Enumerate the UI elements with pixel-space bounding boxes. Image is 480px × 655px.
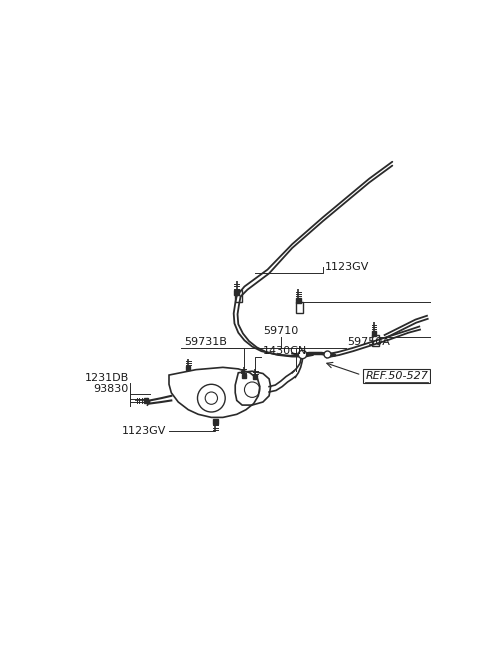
Text: 1231DB: 1231DB [84,373,129,383]
Text: 1430CN: 1430CN [263,346,307,356]
Text: REF.50-527: REF.50-527 [366,371,429,381]
Text: 59710: 59710 [263,326,298,336]
Bar [372,331,376,336]
Bar [253,375,257,379]
Bar [234,290,239,295]
Text: 1123GV: 1123GV [122,426,167,436]
Bar [242,374,246,378]
Text: 1123GV: 1123GV [324,262,369,272]
Text: 93830: 93830 [94,384,129,394]
Bar [296,298,300,303]
Bar [186,366,190,370]
Bar [144,398,148,403]
Text: 59731B: 59731B [184,337,227,346]
Bar [213,419,217,424]
Text: 59750A: 59750A [348,337,391,346]
